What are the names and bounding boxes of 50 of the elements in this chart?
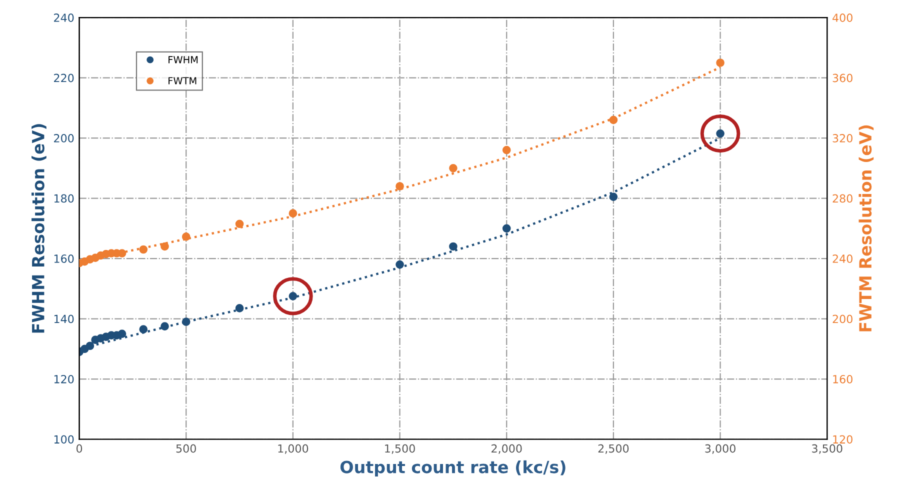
point <box>160 322 169 330</box>
legend-label: FWHM <box>168 56 198 64</box>
y2-tick-label: 120 <box>833 435 852 444</box>
point <box>449 164 458 172</box>
point <box>449 242 458 251</box>
point <box>139 325 148 334</box>
y-tick-label: 100 <box>54 435 74 444</box>
y-tick-label: 160 <box>54 254 74 263</box>
x-axis-title: Output count rate (kc/s) <box>340 460 566 477</box>
point <box>609 192 618 201</box>
x-tick-label: 2,500 <box>598 444 629 454</box>
y2-axis-title: FWTM Resolution (eV) <box>858 125 874 332</box>
point <box>502 224 511 233</box>
y-tick-label: 220 <box>54 74 74 82</box>
x-tick-label: 3,000 <box>705 444 736 454</box>
y2-tick-label: 200 <box>832 314 852 324</box>
y2-tick-label: 400 <box>832 14 852 22</box>
point <box>139 245 148 254</box>
point <box>86 342 94 350</box>
point <box>288 292 298 300</box>
point <box>396 260 404 269</box>
point <box>716 58 724 67</box>
x-tick-label: 0 <box>76 444 82 453</box>
y-tick-label: 200 <box>54 134 74 142</box>
point <box>396 182 404 190</box>
y2-tick-label: 280 <box>832 194 852 203</box>
y2-tick-label: 320 <box>832 134 852 142</box>
y2-tick-label: 360 <box>832 74 852 82</box>
x-tick-label: 1,000 <box>278 444 308 454</box>
y2-tick-label: 160 <box>833 374 852 384</box>
point <box>160 242 169 251</box>
x-tick-label: 1,500 <box>385 444 415 454</box>
point <box>118 330 126 338</box>
point <box>182 232 190 241</box>
point <box>235 304 244 312</box>
x-tick-label: 3,500 <box>812 444 842 454</box>
y-tick-label: 120 <box>54 374 74 384</box>
x-tick-label: 2,000 <box>492 444 522 454</box>
y-axis-title: FWHM Resolution (eV) <box>32 124 46 333</box>
y-tick-label: 180 <box>54 194 74 203</box>
point <box>502 146 511 154</box>
point <box>235 220 244 228</box>
point <box>288 209 298 218</box>
y2-tick-label: 240 <box>832 254 852 263</box>
legend-label: FWTM <box>168 77 196 84</box>
y-tick-label: 140 <box>54 314 74 324</box>
y-tick-label: 240 <box>54 14 74 22</box>
point <box>182 318 190 326</box>
point <box>609 116 618 124</box>
x-tick-label: 500 <box>176 444 196 453</box>
